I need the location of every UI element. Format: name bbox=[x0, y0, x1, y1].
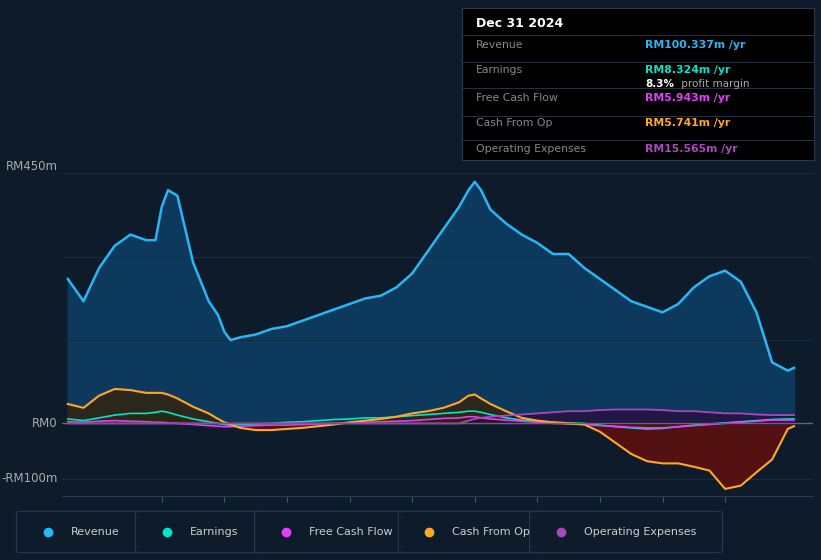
Text: Free Cash Flow: Free Cash Flow bbox=[476, 92, 558, 102]
Text: profit margin: profit margin bbox=[678, 79, 750, 89]
Text: RM100.337m /yr: RM100.337m /yr bbox=[645, 40, 745, 50]
FancyBboxPatch shape bbox=[135, 511, 275, 553]
Text: Operating Expenses: Operating Expenses bbox=[476, 144, 586, 154]
Text: -RM100m: -RM100m bbox=[2, 473, 57, 486]
Text: Dec 31 2024: Dec 31 2024 bbox=[476, 17, 563, 30]
Text: RM15.565m /yr: RM15.565m /yr bbox=[645, 144, 737, 154]
Text: RM5.741m /yr: RM5.741m /yr bbox=[645, 118, 730, 128]
Text: Free Cash Flow: Free Cash Flow bbox=[309, 527, 392, 537]
Text: RM450m: RM450m bbox=[6, 161, 57, 174]
Text: Revenue: Revenue bbox=[71, 527, 119, 537]
Text: RM5.943m /yr: RM5.943m /yr bbox=[645, 92, 730, 102]
Text: Earnings: Earnings bbox=[190, 527, 238, 537]
Text: Earnings: Earnings bbox=[476, 66, 524, 76]
Text: Operating Expenses: Operating Expenses bbox=[584, 527, 696, 537]
Text: Cash From Op: Cash From Op bbox=[452, 527, 530, 537]
FancyBboxPatch shape bbox=[398, 511, 550, 553]
Text: RM8.324m /yr: RM8.324m /yr bbox=[645, 66, 731, 76]
Text: Revenue: Revenue bbox=[476, 40, 524, 50]
Text: 8.3%: 8.3% bbox=[645, 79, 674, 89]
FancyBboxPatch shape bbox=[16, 511, 152, 553]
FancyBboxPatch shape bbox=[255, 511, 415, 553]
FancyBboxPatch shape bbox=[530, 511, 722, 553]
Text: RM0: RM0 bbox=[32, 417, 57, 430]
Text: Cash From Op: Cash From Op bbox=[476, 118, 553, 128]
